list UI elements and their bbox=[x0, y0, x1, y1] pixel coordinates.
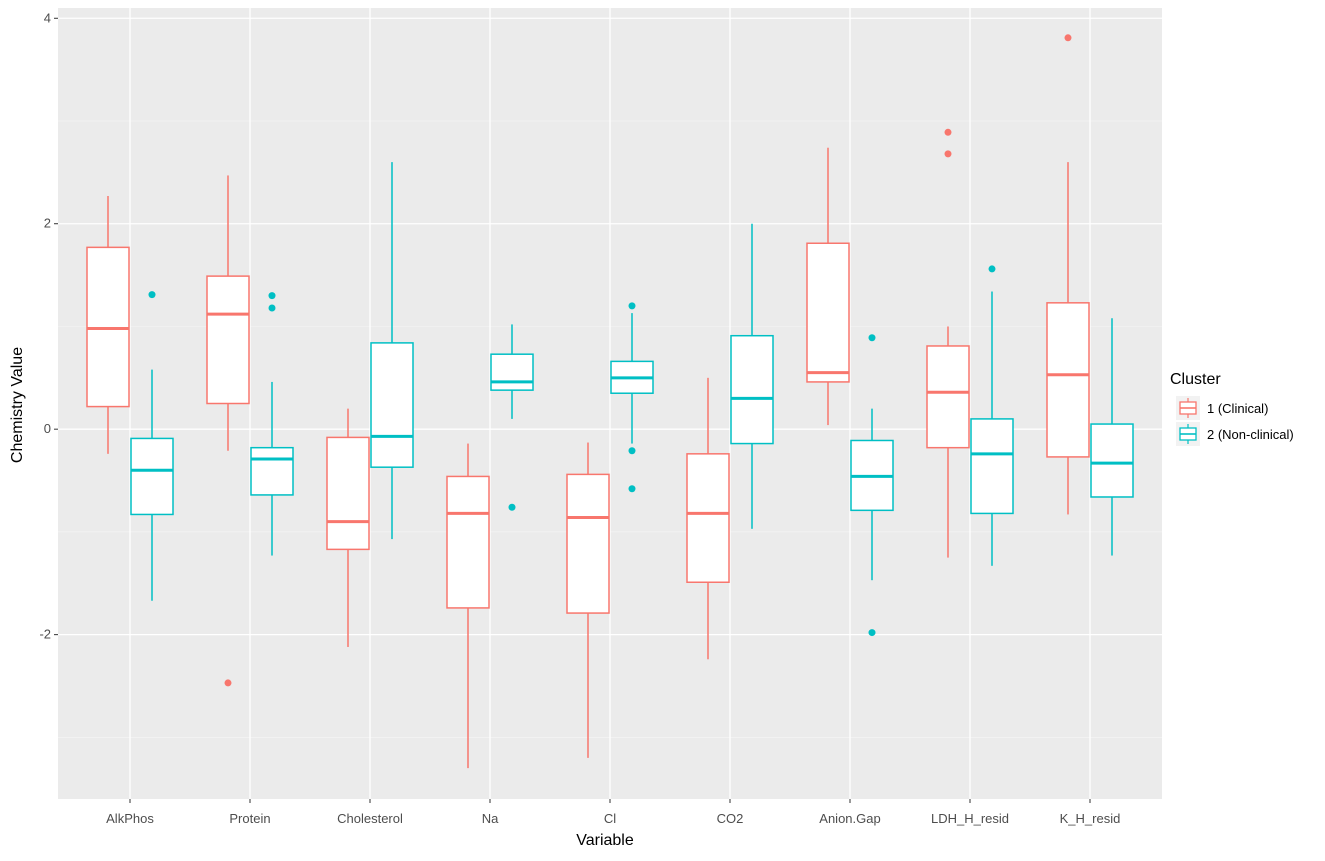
outlier-point bbox=[944, 150, 952, 158]
y-tick-label: 0 bbox=[44, 421, 51, 436]
box-clinical bbox=[1046, 34, 1090, 515]
box-non-clinical bbox=[130, 291, 174, 601]
box-body bbox=[806, 242, 850, 383]
box-non-clinical bbox=[610, 302, 654, 493]
x-tick-label: Protein bbox=[229, 811, 270, 826]
box-clinical bbox=[926, 128, 970, 558]
y-tick-label: -2 bbox=[39, 627, 51, 642]
legend: Cluster 1 (Clinical) 2 (Non-clinical) bbox=[1170, 371, 1294, 446]
outlier-point bbox=[988, 265, 996, 273]
box-body bbox=[206, 275, 250, 405]
box-body bbox=[326, 436, 370, 551]
box-body bbox=[1090, 423, 1134, 498]
outlier-point bbox=[268, 292, 276, 300]
box-non-clinical bbox=[730, 223, 774, 529]
box-clinical bbox=[446, 443, 490, 769]
x-tick-label: AlkPhos bbox=[106, 811, 154, 826]
x-tick-label: Anion.Gap bbox=[819, 811, 880, 826]
legend-label: 1 (Clinical) bbox=[1207, 401, 1268, 416]
outlier-point bbox=[944, 128, 952, 136]
box-clinical bbox=[686, 377, 730, 660]
outlier-point bbox=[628, 302, 636, 310]
box-non-clinical bbox=[490, 324, 534, 511]
outlier-point bbox=[868, 629, 876, 637]
box-non-clinical bbox=[970, 265, 1014, 566]
box-body bbox=[730, 334, 774, 445]
y-axis: -2 0 2 4 bbox=[39, 10, 58, 642]
legend-label: 2 (Non-clinical) bbox=[1207, 427, 1294, 442]
box-clinical bbox=[566, 442, 610, 758]
x-tick-label: Na bbox=[482, 811, 499, 826]
outlier-point bbox=[1064, 34, 1072, 42]
x-tick-label: Cholesterol bbox=[337, 811, 403, 826]
legend-title: Cluster bbox=[1170, 371, 1221, 388]
x-axis: AlkPhos Protein Cholesterol Na Cl CO2 Anion.Ga… bbox=[106, 799, 1120, 826]
box-body bbox=[686, 453, 730, 583]
outlier-point bbox=[268, 304, 276, 312]
y-axis-title: Chemistry Value bbox=[9, 347, 26, 463]
box-clinical bbox=[206, 175, 250, 687]
x-axis-title: Variable bbox=[576, 832, 634, 849]
box-clinical bbox=[806, 147, 850, 426]
box-body bbox=[446, 475, 490, 609]
box-body bbox=[926, 345, 970, 449]
outlier-point bbox=[628, 447, 636, 455]
box-body bbox=[566, 473, 610, 614]
outlier-point bbox=[508, 503, 516, 511]
outlier-point bbox=[628, 485, 636, 493]
box-marks bbox=[86, 34, 1134, 769]
box-non-clinical bbox=[370, 162, 414, 540]
box-body bbox=[86, 246, 130, 408]
x-tick-label: CO2 bbox=[717, 811, 744, 826]
box-clinical bbox=[86, 195, 130, 454]
box-non-clinical bbox=[250, 292, 294, 556]
box-body bbox=[130, 437, 174, 516]
box-non-clinical bbox=[1090, 318, 1134, 556]
box-body bbox=[250, 446, 294, 496]
outlier-point bbox=[224, 679, 232, 687]
box-body bbox=[370, 342, 414, 468]
box-body bbox=[1046, 302, 1090, 458]
box-body bbox=[490, 353, 534, 391]
x-tick-label: K_H_resid bbox=[1060, 811, 1121, 826]
y-tick-label: 4 bbox=[44, 10, 51, 25]
x-tick-label: LDH_H_resid bbox=[931, 811, 1009, 826]
outlier-point bbox=[868, 334, 876, 342]
y-tick-label: 2 bbox=[44, 216, 51, 231]
box-clinical bbox=[326, 408, 370, 647]
box-non-clinical bbox=[850, 334, 894, 637]
grid-lines bbox=[58, 8, 1162, 799]
x-tick-label: Cl bbox=[604, 811, 616, 826]
box-body bbox=[970, 418, 1014, 515]
outlier-point bbox=[148, 291, 156, 299]
